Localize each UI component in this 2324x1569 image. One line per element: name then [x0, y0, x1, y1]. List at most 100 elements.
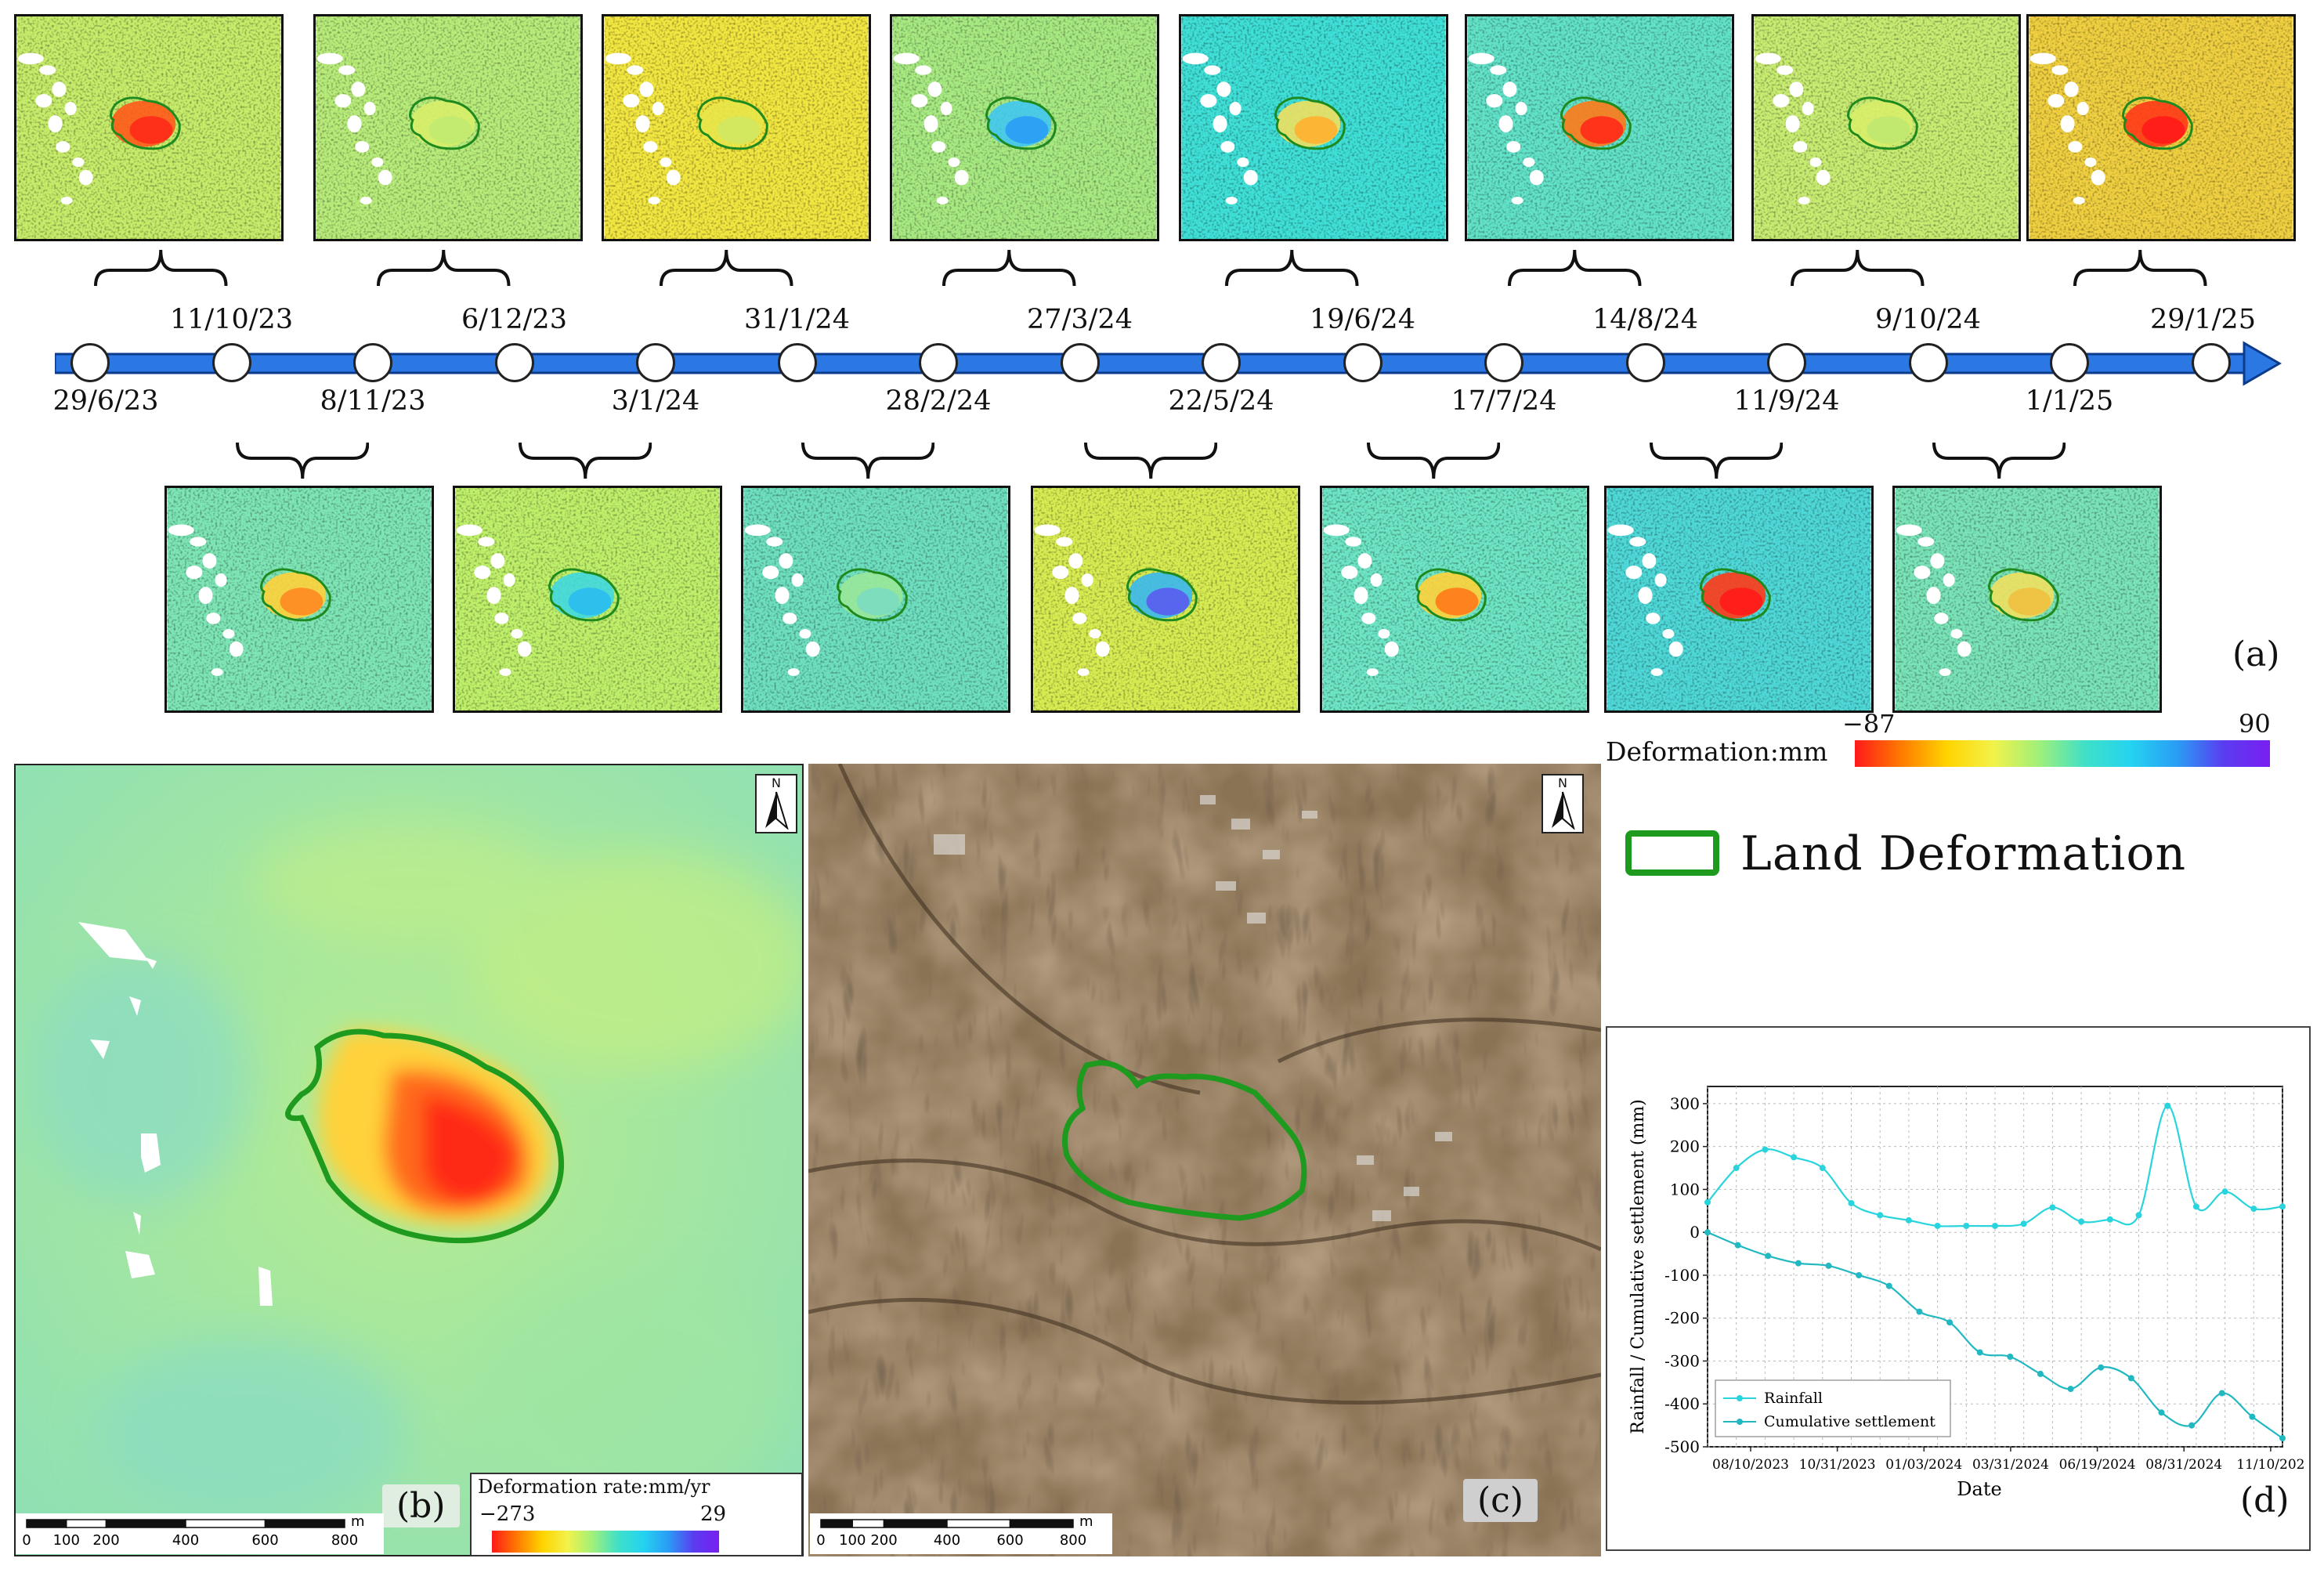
y-tick-label: -200 — [1664, 1309, 1700, 1328]
series-point — [2279, 1435, 2286, 1442]
colorbar-a-min: −87 — [1842, 709, 1896, 739]
series-point — [2020, 1220, 2027, 1227]
scalebar-segment — [851, 1519, 885, 1528]
timeline-node — [1484, 343, 1523, 382]
deformation-tile — [741, 486, 1010, 713]
north-label: N — [772, 775, 781, 790]
series-point — [2158, 1409, 2165, 1416]
colorbar-a — [1855, 740, 2270, 767]
scalebar-segment — [185, 1519, 266, 1528]
deformation-tile-map — [1322, 488, 1587, 710]
deformation-tile — [1751, 14, 2021, 241]
timeline-brace — [801, 442, 934, 479]
timeline-node — [70, 343, 110, 382]
timeline-axis — [55, 341, 2282, 386]
series-point — [1825, 1262, 1832, 1269]
series-point — [2007, 1354, 2014, 1360]
series-point — [2067, 1386, 2074, 1393]
date-label-top: 27/3/24 — [1027, 304, 1133, 335]
deformation-tile-map — [1033, 488, 1298, 710]
y-tick-label: -100 — [1664, 1266, 1700, 1285]
series-point — [1819, 1165, 1826, 1172]
series-point — [2250, 1206, 2257, 1213]
timeline-brace — [377, 249, 511, 287]
series-point — [1856, 1271, 1863, 1278]
panel-b — [14, 764, 804, 1556]
deformation-tile — [164, 486, 434, 713]
series-point — [1976, 1349, 1983, 1356]
deformation-tile-map — [1895, 488, 2160, 710]
timeline-brace — [1791, 249, 1925, 287]
series-point — [1795, 1260, 1802, 1267]
timeline-node — [2050, 343, 2089, 382]
date-label-bottom: 3/1/24 — [611, 385, 700, 417]
series-point — [1905, 1217, 1912, 1224]
series-point — [2164, 1102, 2171, 1109]
panel-c — [808, 764, 1601, 1556]
y-axis-title: Rainfall / Cumulative settlement (mm) — [1628, 1099, 1648, 1433]
scalebar-c-graphic: 0 100 200 400 600 800 m — [816, 1513, 1093, 1549]
scalebar-tick: 800 — [1060, 1532, 1086, 1549]
deformation-tile — [890, 14, 1159, 241]
series-point — [1704, 1229, 1711, 1236]
timeline-brace — [660, 249, 793, 287]
y-tick-label: 200 — [1670, 1137, 1700, 1156]
series-point — [1733, 1165, 1740, 1172]
deformation-tile — [1031, 486, 1300, 713]
date-label-top: 9/10/24 — [1875, 304, 1981, 335]
deformation-tile-map — [2029, 16, 2293, 239]
date-label-bottom: 28/2/24 — [885, 385, 992, 417]
series-point — [2135, 1212, 2142, 1219]
timeline-node — [1343, 343, 1382, 382]
colorbar-a-label: Deformation:mm — [1606, 736, 1828, 767]
deformation-tile-map — [316, 16, 580, 239]
deformation-tile-map — [16, 16, 281, 239]
scalebar-tick: 200 — [92, 1532, 119, 1549]
series-point — [2192, 1203, 2199, 1210]
timeline-node — [636, 343, 675, 382]
panel-b-label: (b) — [382, 1484, 460, 1527]
x-tick-label: 01/03/2024 — [1885, 1457, 1962, 1473]
scalebar-tick: 200 — [870, 1532, 897, 1549]
date-label-top: 14/8/24 — [1592, 304, 1698, 335]
series-point — [2127, 1375, 2134, 1382]
y-tick-label: -500 — [1664, 1437, 1700, 1456]
series-point — [1734, 1242, 1741, 1249]
deformation-tile — [453, 486, 722, 713]
series-point — [1963, 1222, 1970, 1229]
series-point — [1934, 1222, 1941, 1229]
panel-b-map — [16, 765, 802, 1555]
deformation-tile — [602, 14, 871, 241]
series-point — [1848, 1199, 1855, 1206]
scalebar-tick: 100 — [53, 1532, 80, 1549]
rainfall-settlement-chart: 300 200 100 0 -100 -200 -300 -400 -500 08/10/2023… — [1628, 1086, 2304, 1500]
legend-marker — [1737, 1419, 1743, 1425]
timeline-brace — [518, 442, 652, 479]
series-point — [1704, 1198, 1711, 1206]
scalebar-b-graphic: 0 100 200 400 600 800 m — [22, 1513, 364, 1549]
deformation-tile-map — [743, 488, 1008, 710]
series-point — [2078, 1218, 2085, 1225]
deformation-tile-map — [1467, 16, 1732, 239]
date-label-bottom: 17/7/24 — [1451, 385, 1557, 417]
scalebar-segment — [26, 1519, 67, 1528]
north-label: N — [1558, 775, 1567, 790]
scalebar-tick: 800 — [331, 1532, 358, 1549]
north-arrow-icon — [765, 791, 789, 830]
series-point — [1992, 1222, 1998, 1229]
scalebar-tick: 0 — [22, 1532, 31, 1549]
deformation-tile — [2026, 14, 2296, 241]
scalebar-segment — [883, 1519, 948, 1528]
deformation-tile — [14, 14, 284, 241]
date-label-bottom: 11/9/24 — [1733, 385, 1840, 417]
panel-c-satellite — [808, 764, 1601, 1556]
timeline-brace — [235, 442, 369, 479]
y-tick-label: 100 — [1670, 1180, 1700, 1198]
scalebar-tick: 0 — [816, 1532, 825, 1549]
chart-legend: Rainfall Cumulative settlement — [1715, 1379, 1951, 1437]
scalebar-segment — [820, 1519, 853, 1528]
timeline-node — [1908, 343, 1948, 382]
timeline-node — [2191, 343, 2231, 382]
series-point — [1791, 1154, 1798, 1161]
timeline-brace — [1225, 249, 1359, 287]
